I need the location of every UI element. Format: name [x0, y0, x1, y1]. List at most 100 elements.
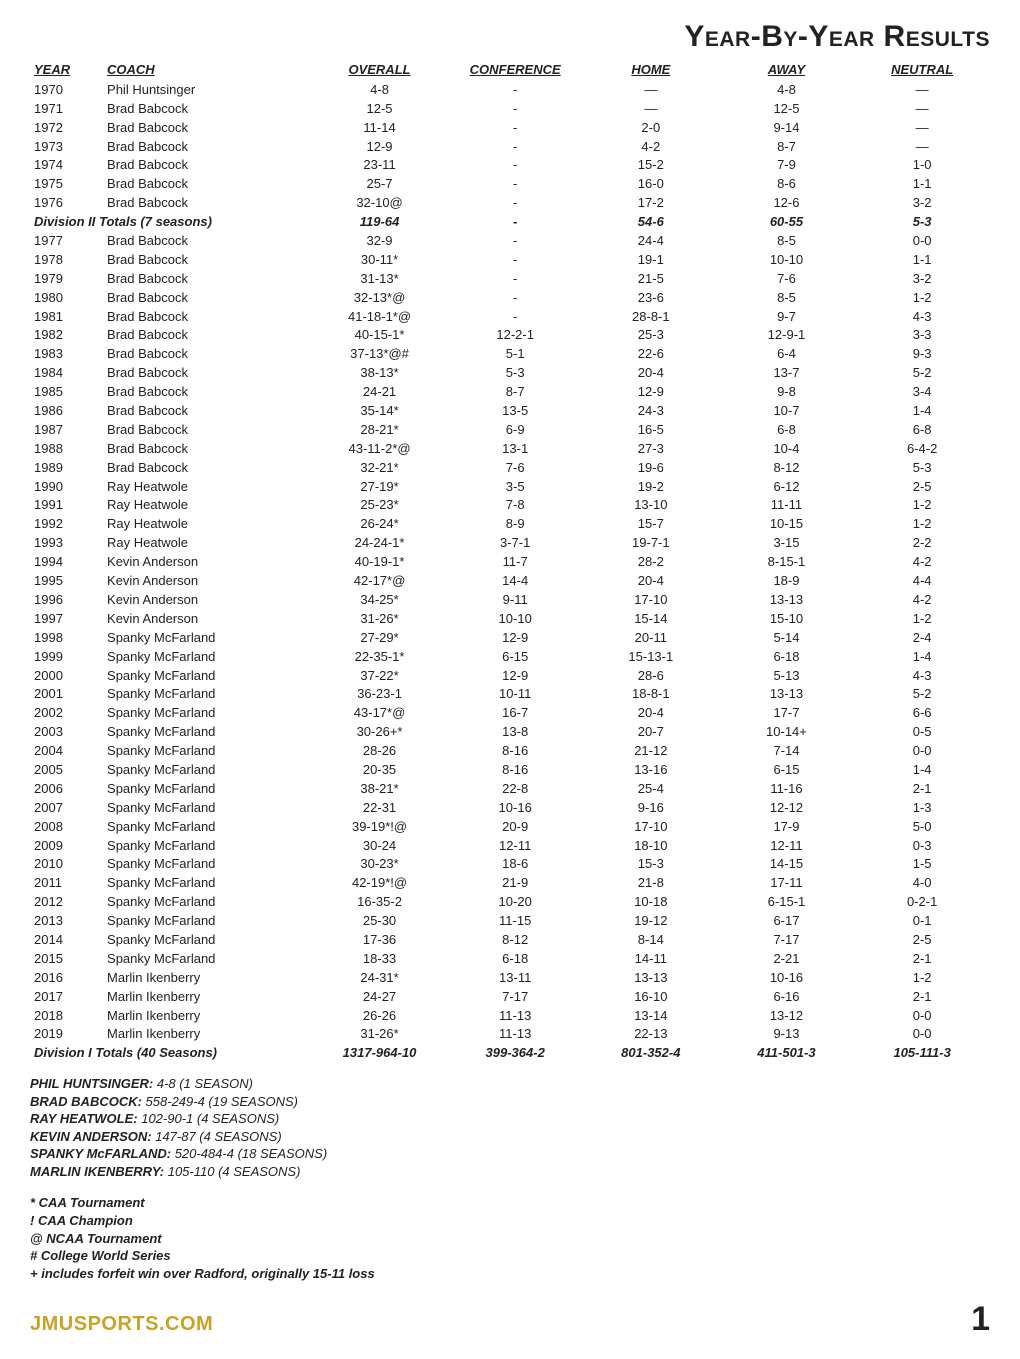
- cell-home: 16-0: [583, 175, 719, 194]
- coach-record: 102-90-1 (4 SEASONS): [138, 1111, 280, 1126]
- table-row: 2008Spanky McFarland39-19*!@20-917-1017-…: [30, 818, 990, 837]
- cell-conf: 5-1: [447, 345, 583, 364]
- cell-home: 22-13: [583, 1025, 719, 1044]
- cell-conf: 10-20: [447, 893, 583, 912]
- cell-year: 1984: [30, 364, 103, 383]
- table-row: Division I Totals (40 Seasons)1317-964-1…: [30, 1044, 990, 1063]
- coach-name: SPANKY McFARLAND:: [30, 1146, 171, 1161]
- table-row: 1991Ray Heatwole25-23*7-813-1011-111-2: [30, 496, 990, 515]
- col-away: AWAY: [719, 60, 855, 81]
- cell-conf: 18-6: [447, 855, 583, 874]
- cell-conf: -: [447, 232, 583, 251]
- cell-neutral: —: [854, 81, 990, 100]
- cell-away: 11-11: [719, 496, 855, 515]
- legend-notes: * CAA Tournament! CAA Champion@ NCAA Tou…: [30, 1194, 990, 1282]
- cell-conf: -: [447, 138, 583, 157]
- table-row: 2015Spanky McFarland18-336-1814-112-212-…: [30, 950, 990, 969]
- cell-home: 17-10: [583, 591, 719, 610]
- cell-conf: -: [447, 194, 583, 213]
- cell-neutral: 1-2: [854, 610, 990, 629]
- cell-coach: Spanky McFarland: [103, 950, 312, 969]
- table-row: 1987Brad Babcock28-21*6-916-56-86-8: [30, 421, 990, 440]
- cell-conf: 399-364-2: [447, 1044, 583, 1063]
- cell-neutral: 105-111-3: [854, 1044, 990, 1063]
- cell-away: 5-13: [719, 667, 855, 686]
- legend-line: ! CAA Champion: [30, 1212, 990, 1230]
- cell-neutral: 2-4: [854, 629, 990, 648]
- cell-year: 2008: [30, 818, 103, 837]
- cell-year: 2012: [30, 893, 103, 912]
- table-row: 1982Brad Babcock40-15-1*12-2-125-312-9-1…: [30, 326, 990, 345]
- cell-overall: 43-17*@: [312, 704, 448, 723]
- cell-away: 8-6: [719, 175, 855, 194]
- table-row: 2000Spanky McFarland37-22*12-928-65-134-…: [30, 667, 990, 686]
- cell-home: 22-6: [583, 345, 719, 364]
- cell-away: 11-16: [719, 780, 855, 799]
- cell-conf: 10-10: [447, 610, 583, 629]
- cell-coach: Brad Babcock: [103, 308, 312, 327]
- cell-coach: Spanky McFarland: [103, 912, 312, 931]
- cell-away: 4-8: [719, 81, 855, 100]
- cell-coach: Brad Babcock: [103, 232, 312, 251]
- cell-overall: 18-33: [312, 950, 448, 969]
- cell-coach: Spanky McFarland: [103, 837, 312, 856]
- cell-coach: Spanky McFarland: [103, 931, 312, 950]
- cell-coach: Phil Huntsinger: [103, 81, 312, 100]
- cell-coach: Brad Babcock: [103, 270, 312, 289]
- coach-name: PHIL HUNTSINGER:: [30, 1076, 153, 1091]
- cell-overall: 34-25*: [312, 591, 448, 610]
- cell-conf: -: [447, 119, 583, 138]
- table-row: 2017Marlin Ikenberry24-277-1716-106-162-…: [30, 988, 990, 1007]
- cell-year: 1985: [30, 383, 103, 402]
- cell-away: 15-10: [719, 610, 855, 629]
- cell-year: 2005: [30, 761, 103, 780]
- cell-overall: 23-11: [312, 156, 448, 175]
- cell-away: 17-9: [719, 818, 855, 837]
- cell-home: 23-6: [583, 289, 719, 308]
- cell-year: 2018: [30, 1007, 103, 1026]
- cell-neutral: 5-2: [854, 364, 990, 383]
- cell-neutral: 1-2: [854, 496, 990, 515]
- cell-conf: -: [447, 270, 583, 289]
- cell-overall: 27-19*: [312, 478, 448, 497]
- cell-home: 17-2: [583, 194, 719, 213]
- cell-overall: 20-35: [312, 761, 448, 780]
- table-row: 1989Brad Babcock32-21*7-619-68-125-3: [30, 459, 990, 478]
- cell-conf: 13-11: [447, 969, 583, 988]
- cell-overall: 28-26: [312, 742, 448, 761]
- coach-totals-block: PHIL HUNTSINGER: 4-8 (1 SEASON)BRAD BABC…: [30, 1075, 990, 1180]
- cell-coach: Kevin Anderson: [103, 591, 312, 610]
- cell-overall: 119-64: [312, 213, 448, 232]
- table-row: 1971Brad Babcock12-5-—12-5—: [30, 100, 990, 119]
- table-header-row: YEAR COACH OVERALL CONFERENCE HOME AWAY …: [30, 60, 990, 81]
- cell-overall: 42-19*!@: [312, 874, 448, 893]
- cell-neutral: 1-5: [854, 855, 990, 874]
- cell-neutral: 2-2: [854, 534, 990, 553]
- cell-year: 1998: [30, 629, 103, 648]
- col-home: HOME: [583, 60, 719, 81]
- cell-neutral: 0-2-1: [854, 893, 990, 912]
- coach-record: 105-110 (4 SEASONS): [164, 1164, 300, 1179]
- cell-away: 12-9-1: [719, 326, 855, 345]
- cell-overall: 28-21*: [312, 421, 448, 440]
- cell-conf: 5-3: [447, 364, 583, 383]
- coach-record: 4-8 (1 SEASON): [153, 1076, 253, 1091]
- cell-coach: Brad Babcock: [103, 421, 312, 440]
- cell-overall: 26-26: [312, 1007, 448, 1026]
- table-row: 1977Brad Babcock32-9-24-48-50-0: [30, 232, 990, 251]
- cell-year: 1987: [30, 421, 103, 440]
- cell-coach: Marlin Ikenberry: [103, 969, 312, 988]
- cell-year: 1999: [30, 648, 103, 667]
- col-overall: OVERALL: [312, 60, 448, 81]
- cell-home: 19-2: [583, 478, 719, 497]
- cell-home: 15-2: [583, 156, 719, 175]
- page-title: Year-By-Year Results: [30, 20, 990, 54]
- coach-name: RAY HEATWOLE:: [30, 1111, 138, 1126]
- cell-away: 17-7: [719, 704, 855, 723]
- cell-overall: 32-9: [312, 232, 448, 251]
- cell-neutral: 1-3: [854, 799, 990, 818]
- cell-conf: 3-7-1: [447, 534, 583, 553]
- cell-away: 9-7: [719, 308, 855, 327]
- cell-conf: 7-17: [447, 988, 583, 1007]
- cell-conf: 10-16: [447, 799, 583, 818]
